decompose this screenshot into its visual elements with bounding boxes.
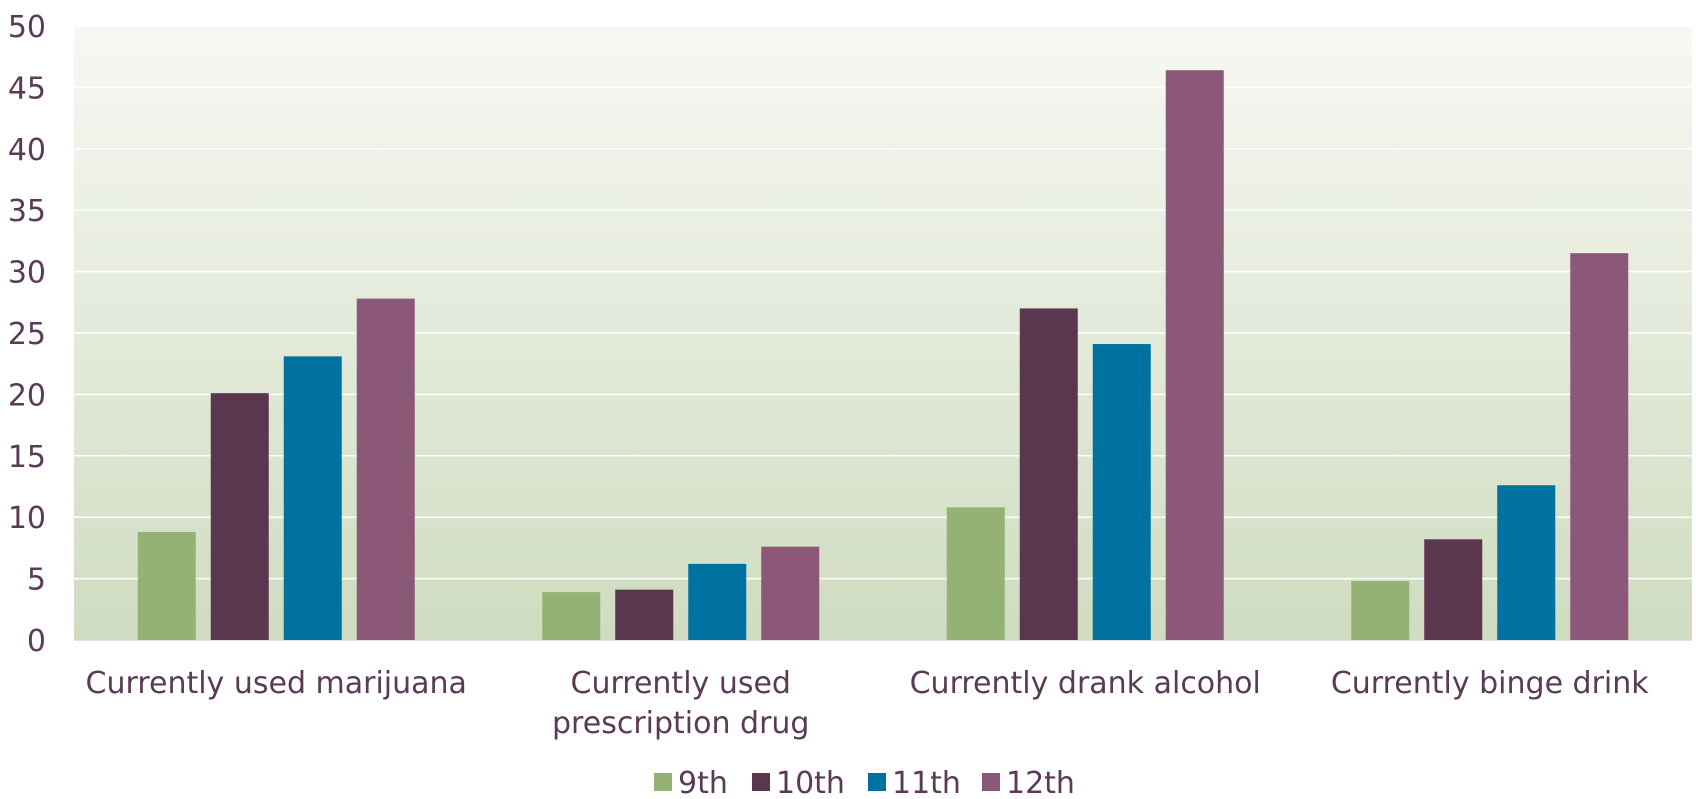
- legend-label: 11th: [892, 766, 961, 799]
- bar-12th: [761, 546, 820, 640]
- bar-10th: [1424, 539, 1483, 640]
- bar-9th: [1351, 581, 1410, 640]
- x-category-label: Currently binge drink: [1331, 666, 1649, 701]
- y-tick-label: 15: [8, 440, 46, 475]
- bar-12th: [1165, 70, 1224, 640]
- bars: [137, 70, 1629, 640]
- y-tick-label: 10: [8, 501, 46, 536]
- y-tick-label: 40: [8, 133, 46, 168]
- x-category-label: Currently used marijuana: [86, 666, 467, 701]
- legend-label: 10th: [776, 766, 845, 799]
- bar-10th: [1019, 308, 1078, 640]
- bar-11th: [1497, 485, 1556, 640]
- legend-label: 9th: [678, 766, 728, 799]
- legend-swatch-12th: [982, 773, 1000, 791]
- y-axis: 0 5 10 15 20 25 30 35 40 45 50: [8, 10, 1692, 659]
- bar-9th: [542, 592, 601, 640]
- y-tick-label: 30: [8, 256, 46, 291]
- y-tick-label: 5: [27, 563, 46, 598]
- legend: 9th 10th 11th 12th: [654, 766, 1075, 799]
- legend-swatch-10th: [752, 773, 770, 791]
- bar-11th: [283, 356, 342, 640]
- x-category-label: Currently drank alcohol: [910, 666, 1261, 701]
- x-category-label: Currently used: [571, 666, 791, 701]
- y-tick-label: 50: [8, 10, 46, 45]
- bar-12th: [1570, 253, 1629, 640]
- legend-swatch-11th: [868, 773, 886, 791]
- y-tick-label: 45: [8, 71, 46, 106]
- x-axis: Currently used marijuana Currently used pr…: [86, 666, 1650, 741]
- bar-11th: [1092, 344, 1151, 640]
- bar-10th: [615, 589, 674, 640]
- bar-10th: [210, 393, 269, 640]
- x-category-label: prescription drug: [552, 706, 809, 741]
- gridlines: [74, 25, 1692, 580]
- bar-9th: [946, 507, 1005, 640]
- bar-9th: [137, 531, 196, 640]
- legend-label: 12th: [1006, 766, 1075, 799]
- y-tick-label: 20: [8, 378, 46, 413]
- y-tick-label: 0: [27, 624, 46, 659]
- bar-11th: [688, 563, 747, 640]
- y-tick-label: 35: [8, 194, 46, 229]
- y-tick-label: 25: [8, 317, 46, 352]
- legend-swatch-9th: [654, 773, 672, 791]
- bar-12th: [356, 298, 415, 640]
